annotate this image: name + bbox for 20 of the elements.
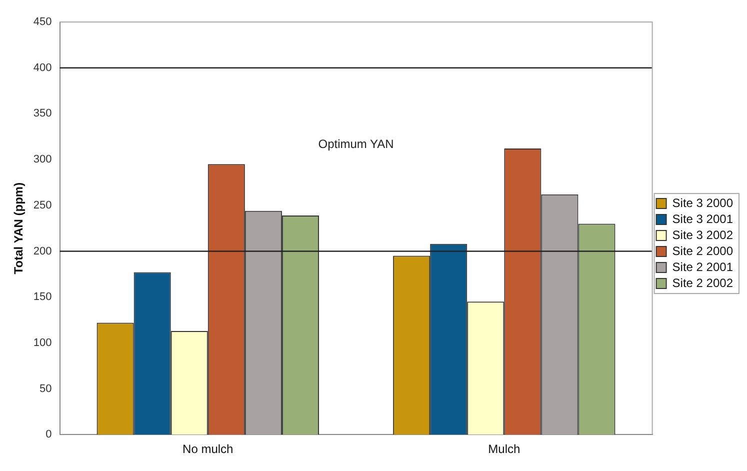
y-tick-label: 50 <box>40 382 52 395</box>
legend-label: Site 2 2000 <box>672 244 734 258</box>
y-tick-label: 250 <box>33 199 52 212</box>
annotation: Optimum YAN <box>318 137 394 152</box>
y-tick-label: 450 <box>33 16 52 28</box>
y-tick-label: 300 <box>33 154 52 166</box>
legend-label: Site 2 2001 <box>672 260 734 274</box>
legend-label: Site 3 2000 <box>672 196 734 210</box>
y-tick-label: 150 <box>33 291 52 304</box>
y-axis-title: Total YAN (ppm) <box>12 182 26 274</box>
x-tick-label: Mulch <box>488 442 520 456</box>
x-tick-label: No mulch <box>182 442 234 456</box>
y-tick-label: 350 <box>33 108 52 120</box>
y-tick-label: 400 <box>33 62 52 74</box>
y-tick-label: 200 <box>33 245 52 258</box>
legend-label: Site 3 2002 <box>672 228 734 242</box>
legend-label: Site 2 2002 <box>672 276 734 290</box>
legend-label: Site 3 2001 <box>672 212 734 226</box>
y-tick-label: 100 <box>33 336 52 349</box>
y-tick-label: 0 <box>46 428 52 441</box>
